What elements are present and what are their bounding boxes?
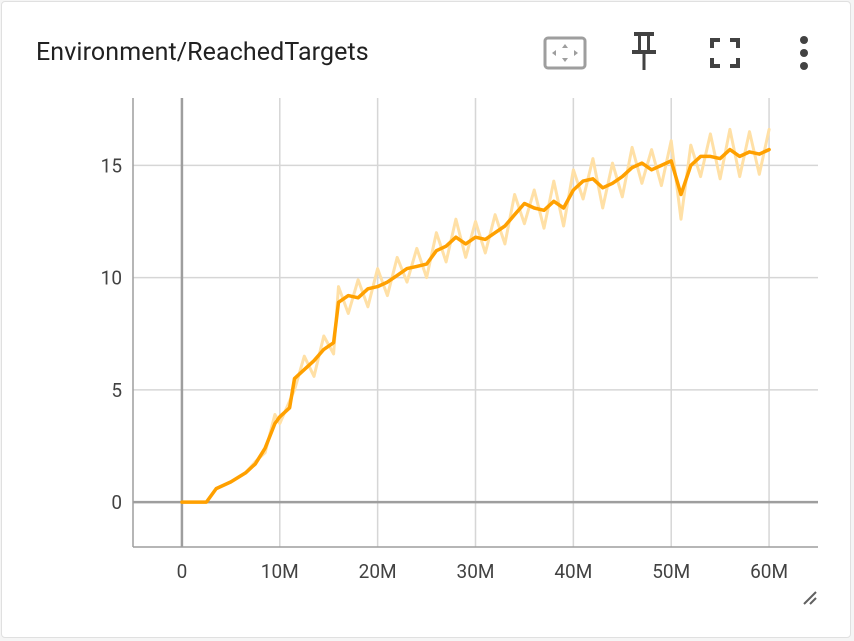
series-lines	[180, 127, 771, 504]
x-tick-label-1: 10M	[261, 560, 299, 583]
more-vert-icon	[800, 36, 808, 70]
more-options-button[interactable]	[782, 31, 826, 75]
x-tick-label-0: 0	[177, 560, 188, 583]
y-tick-label-1: 5	[111, 379, 122, 402]
fit-to-data-icon	[543, 36, 587, 70]
tick-labels: 0 10M 20M 30M 40M 50M 60M 0 5 10 15	[101, 154, 788, 583]
x-tick-label-3: 30M	[457, 560, 495, 583]
fullscreen-icon	[710, 38, 740, 68]
fullscreen-button[interactable]	[703, 31, 747, 75]
y-tick-label-2: 10	[101, 267, 122, 290]
pin-button[interactable]	[622, 29, 666, 73]
series-line-smoothed	[180, 147, 771, 504]
x-tick-label-2: 20M	[359, 560, 397, 583]
x-tick-label-5: 50M	[652, 560, 690, 583]
chart-title: Environment/ReachedTargets	[36, 38, 369, 67]
resize-handle[interactable]	[800, 588, 820, 608]
y-tick-label-3: 15	[101, 154, 122, 177]
axes	[132, 98, 818, 548]
x-tick-label-6: 60M	[750, 560, 788, 583]
pin-icon	[632, 32, 656, 70]
fit-domain-button[interactable]	[543, 31, 587, 75]
x-tick-label-4: 40M	[554, 560, 592, 583]
resize-icon	[803, 591, 817, 605]
y-tick-label-0: 0	[111, 491, 122, 514]
